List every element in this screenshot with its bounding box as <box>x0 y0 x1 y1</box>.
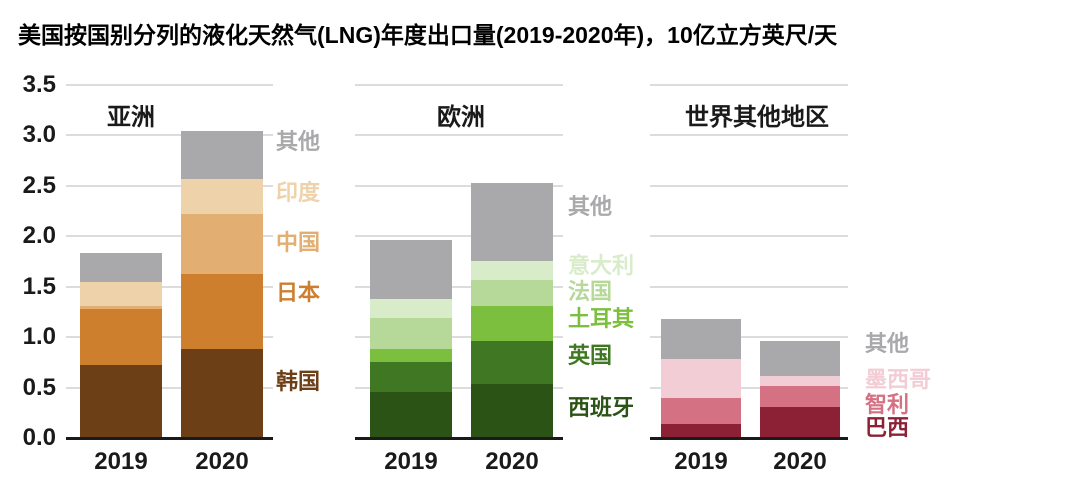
x-axis-year-label: 2020 <box>773 448 827 475</box>
bar-segment-墨西哥 <box>760 376 840 386</box>
bar-segment-智利 <box>661 397 741 424</box>
bar-segment-日本 <box>80 308 162 366</box>
bar-segment-其他 <box>471 182 553 261</box>
gridline <box>66 285 273 288</box>
bar-segment-西班牙 <box>370 391 452 438</box>
bar-segment-法国 <box>370 317 452 350</box>
y-axis-tick-label: 3.5 <box>22 70 56 98</box>
series-label-其他: 其他 <box>865 331 910 356</box>
series-label-其他: 其他 <box>276 129 321 154</box>
gridline <box>650 285 848 288</box>
gridline <box>355 184 563 187</box>
group-title: 欧洲 <box>437 104 485 131</box>
bar-segment-中国 <box>80 305 162 309</box>
bar-segment-英国 <box>370 362 452 392</box>
gridline <box>66 83 273 86</box>
gridline <box>650 235 848 238</box>
gridline <box>355 83 563 86</box>
series-label-土耳其: 土耳其 <box>568 306 635 331</box>
gridline <box>66 386 273 389</box>
stacked-bar <box>661 319 741 438</box>
bar-segment-意大利 <box>370 298 452 318</box>
bar-segment-印度 <box>80 281 162 306</box>
bar-segment-韩国 <box>80 365 162 438</box>
bar-segment-其他 <box>370 240 452 299</box>
series-label-智利: 智利 <box>865 392 910 417</box>
y-axis-tick-label: 0.0 <box>22 424 56 451</box>
series-label-西班牙: 西班牙 <box>568 395 635 420</box>
stacked-bar <box>181 131 263 438</box>
y-axis-tick-label: 2.5 <box>22 171 56 199</box>
group-title: 亚洲 <box>107 104 155 131</box>
y-axis-tick-label: 1.0 <box>22 323 56 351</box>
series-label-中国: 中国 <box>276 230 321 255</box>
gridline <box>66 134 273 137</box>
group-title: 世界其他地区 <box>685 104 829 131</box>
stacked-bar <box>471 182 553 438</box>
series-label-日本: 日本 <box>276 280 321 305</box>
x-axis-year-label: 2019 <box>94 448 148 475</box>
x-axis-baseline <box>66 436 273 440</box>
series-label-其他: 其他 <box>568 194 613 219</box>
gridline <box>650 336 848 339</box>
series-label-巴西: 巴西 <box>865 415 910 440</box>
y-axis-tick-label: 1.5 <box>22 272 56 300</box>
series-label-印度: 印度 <box>276 180 321 205</box>
gridline <box>355 386 563 389</box>
gridline <box>650 134 848 137</box>
series-label-法国: 法国 <box>568 279 613 304</box>
bar-segment-其他 <box>760 341 840 377</box>
gridline <box>355 134 563 137</box>
bar-segment-意大利 <box>471 260 553 280</box>
x-axis-year-label: 2019 <box>674 448 728 475</box>
bar-segment-西班牙 <box>471 383 553 438</box>
bar-segment-其他 <box>181 131 263 179</box>
bar-segment-墨西哥 <box>661 359 741 398</box>
x-axis-year-label: 2020 <box>195 448 249 475</box>
x-axis-year-label: 2019 <box>384 448 438 475</box>
gridline <box>355 336 563 339</box>
bar-segment-法国 <box>471 279 553 306</box>
bar-segment-中国 <box>181 214 263 274</box>
gridline <box>650 386 848 389</box>
series-label-意大利: 意大利 <box>568 253 635 278</box>
y-axis-tick-label: 0.5 <box>22 373 56 401</box>
stacked-bar <box>80 253 162 438</box>
gridline <box>650 184 848 187</box>
gridline <box>66 184 273 187</box>
stacked-bar <box>760 341 840 438</box>
bar-segment-英国 <box>471 341 553 384</box>
bar-segment-其他 <box>661 319 741 360</box>
x-axis-year-label: 2020 <box>485 448 539 475</box>
gridline <box>355 285 563 288</box>
gridline <box>650 83 848 86</box>
x-axis-baseline <box>355 436 563 440</box>
bar-segment-巴西 <box>661 423 741 438</box>
x-axis-baseline <box>650 436 848 440</box>
chart-title: 美国按国别分列的液化天然气(LNG)年度出口量(2019-2020年)，10亿立… <box>18 22 838 48</box>
gridline <box>66 235 273 238</box>
gridline <box>355 235 563 238</box>
bar-segment-土耳其 <box>471 305 553 342</box>
bar-segment-智利 <box>760 385 840 407</box>
bar-segment-其他 <box>80 253 162 282</box>
bar-segment-韩国 <box>181 349 263 438</box>
series-label-英国: 英国 <box>568 343 613 368</box>
bar-segment-土耳其 <box>370 349 452 363</box>
series-label-韩国: 韩国 <box>276 369 321 394</box>
bar-segment-日本 <box>181 273 263 350</box>
gridline <box>66 336 273 339</box>
y-axis-tick-label: 2.0 <box>22 222 56 250</box>
y-axis-tick-label: 3.0 <box>22 121 56 149</box>
bar-segment-巴西 <box>760 406 840 438</box>
series-label-墨西哥: 墨西哥 <box>865 367 932 392</box>
bar-segment-印度 <box>181 178 263 215</box>
stacked-bar <box>370 240 452 438</box>
